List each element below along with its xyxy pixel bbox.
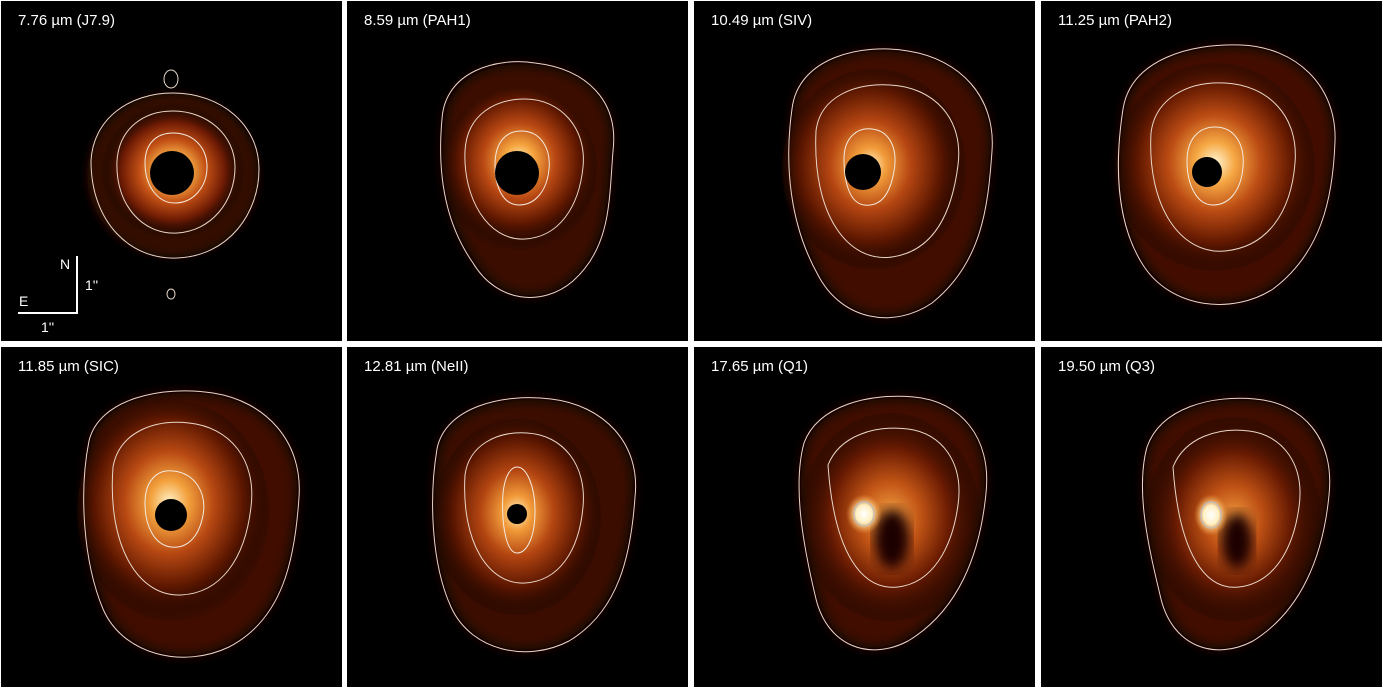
contour-mid — [464, 432, 584, 584]
contour-outer — [798, 395, 988, 651]
compass-rose: N E 1'' 1'' — [17, 251, 117, 336]
emission-map-8-59um — [440, 61, 615, 298]
panel-label: 11.25 µm (PAH2) — [1058, 12, 1172, 29]
contour-mid — [1172, 429, 1301, 588]
contour-mid — [815, 84, 960, 258]
emission-map-12-81um — [432, 397, 637, 653]
north-label: N — [60, 256, 71, 272]
contour-inner — [144, 132, 208, 204]
contour-outer — [432, 397, 637, 653]
contour-mid — [827, 427, 960, 588]
panel-8-59um: 8.59 µm (PAH1) — [347, 1, 688, 341]
occulting-disk — [1192, 157, 1222, 187]
peak-contour — [853, 501, 875, 527]
small-blob-south — [166, 288, 176, 300]
contour-mid — [464, 98, 584, 240]
contour-outer — [90, 92, 260, 259]
contour-mid — [1150, 82, 1296, 252]
contour-outer — [83, 390, 300, 658]
contour-inner — [144, 470, 205, 548]
panel-label: 8.59 µm (PAH1) — [364, 12, 471, 29]
horizontal-scale-label: 1'' — [41, 319, 55, 335]
dark-cavity — [874, 509, 910, 569]
contour-outer — [788, 48, 993, 319]
contour-inner — [843, 128, 896, 206]
panel-12-81um: 12.81 µm (NeII) — [347, 347, 688, 687]
occulting-disk — [845, 154, 881, 190]
emission-map-11-25um — [1115, 44, 1336, 305]
occulting-disk — [495, 151, 539, 195]
panel-label: 19.50 µm (Q3) — [1058, 358, 1156, 375]
panel-label: 11.85 µm (SIC) — [18, 358, 119, 375]
occulting-disk — [507, 504, 527, 524]
contour-mid — [111, 421, 253, 596]
contour-inner — [494, 130, 550, 206]
contour-inner — [502, 466, 536, 554]
occulting-disk — [150, 151, 194, 195]
peak-contour — [1200, 501, 1222, 529]
occulting-disk — [155, 499, 187, 531]
panel-10-49um: 10.49 µm (SIV) — [694, 1, 1035, 341]
emission-map-7-76um — [87, 69, 260, 300]
emission-map-10-49um — [782, 48, 993, 319]
vertical-scale-label: 1'' — [85, 277, 99, 293]
contour-outer — [440, 61, 615, 298]
panel-label: 12.81 µm (NeII) — [364, 358, 469, 375]
east-axis-line — [18, 312, 78, 314]
contour-inner — [1186, 126, 1244, 206]
east-label: E — [19, 293, 29, 309]
panel-label: 17.65 µm (Q1) — [711, 358, 809, 375]
contour-outer — [1141, 397, 1331, 651]
emission-map-17-65um — [798, 395, 988, 651]
panel-19-50um: 19.50 µm (Q3) — [1041, 347, 1382, 687]
contour-outer — [1117, 44, 1336, 305]
emission-map-11-85um — [77, 390, 300, 658]
contour-mid — [116, 110, 236, 234]
panel-11-25um: 11.25 µm (PAH2) — [1041, 1, 1382, 341]
dark-cavity — [1221, 513, 1253, 569]
bright-peak — [846, 494, 882, 534]
north-axis-line — [76, 256, 78, 314]
small-blob-north — [163, 69, 179, 89]
panel-label: 10.49 µm (SIV) — [711, 12, 813, 29]
emission-map-19-50um — [1141, 397, 1331, 651]
panel-label: 7.76 µm (J7.9) — [18, 12, 116, 29]
bright-peak — [1194, 494, 1228, 536]
panel-7-76um: 7.76 µm (J7.9) N E 1'' 1'' — [1, 1, 342, 341]
panel-11-85um: 11.85 µm (SIC) — [1, 347, 342, 687]
panel-17-65um: 17.65 µm (Q1) — [694, 347, 1035, 687]
